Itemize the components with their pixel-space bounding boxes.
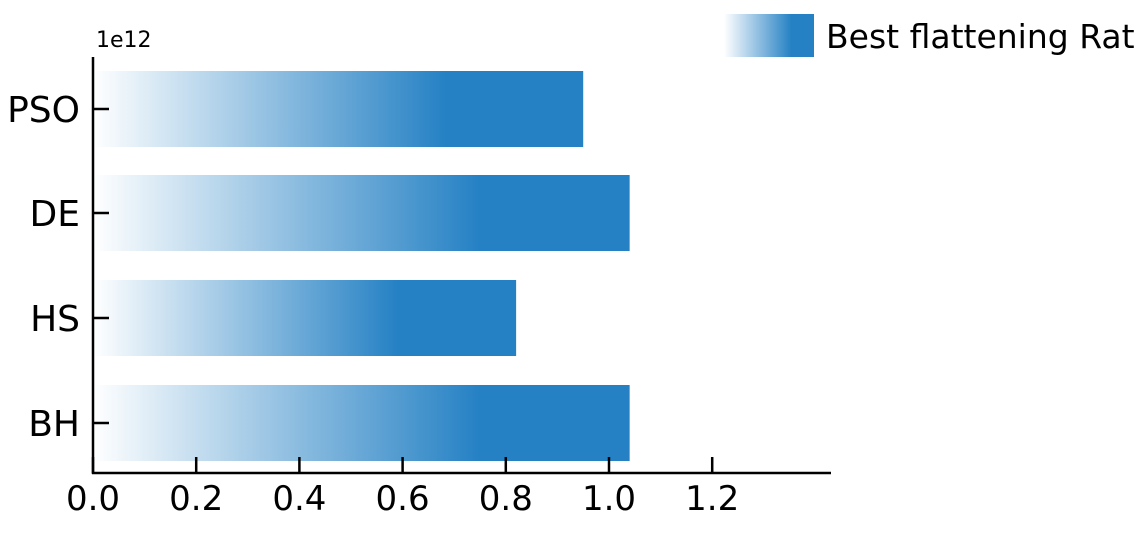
bar-hs xyxy=(93,280,517,356)
legend-swatch xyxy=(724,14,814,57)
y-tick-label-pso: PSO xyxy=(7,90,80,131)
legend: Best flattening Ratio xyxy=(724,14,1137,57)
x-tick-label: 0.6 xyxy=(376,479,430,519)
x-tick-label: 0.0 xyxy=(66,479,120,519)
bar-de xyxy=(93,175,630,251)
y-tick-label-de: DE xyxy=(30,194,80,235)
bars-group xyxy=(93,71,630,461)
x-tick-label: 0.2 xyxy=(169,479,223,519)
bar-bh xyxy=(93,385,630,461)
x-tick-label: 1.2 xyxy=(685,479,739,519)
x-tick-label: 1.0 xyxy=(582,479,636,519)
x-tick-label: 0.8 xyxy=(479,479,533,519)
legend-label: Best flattening Ratio xyxy=(826,17,1137,56)
axes-group: PSO DE HS BH 0.0 0.2 0.4 0.6 0.8 1.0 1.2 xyxy=(7,57,831,519)
x-tick-label: 0.4 xyxy=(272,479,326,519)
y-tick-label-bh: BH xyxy=(28,404,80,445)
y-tick-label-hs: HS xyxy=(30,299,80,340)
x-axis-offset-label: 1e12 xyxy=(96,28,152,53)
bar-pso xyxy=(93,71,584,147)
